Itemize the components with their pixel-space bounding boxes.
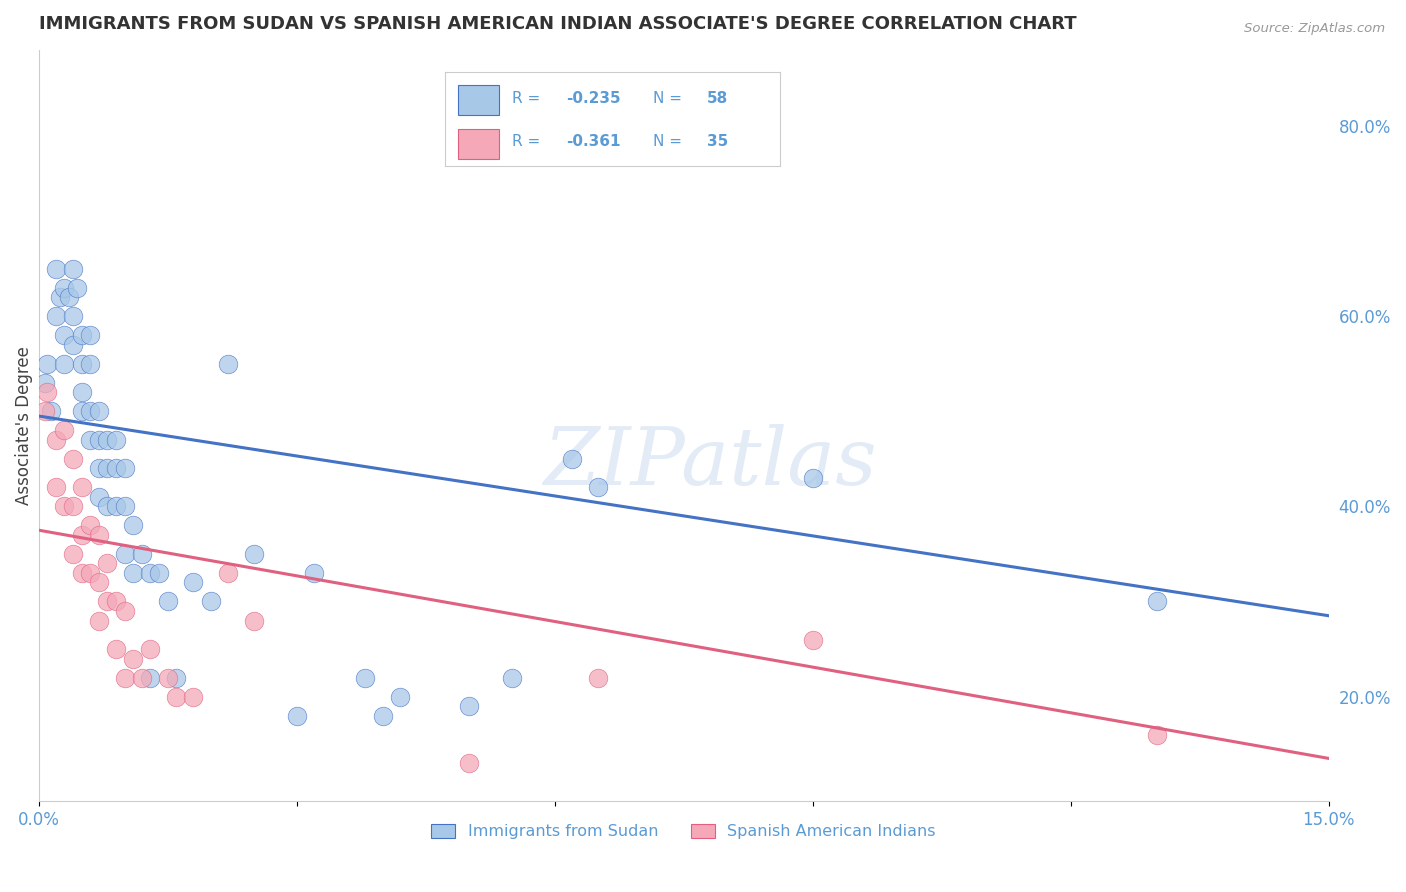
Point [70,480,93,494]
Point [96,557,118,571]
Point [41,404,63,418]
Point [37,357,59,371]
Point [87,575,110,590]
Point [114,461,136,475]
Point [79,404,101,418]
Text: IMMIGRANTS FROM SUDAN VS SPANISH AMERICAN INDIAN ASSOCIATE'S DEGREE CORRELATION : IMMIGRANTS FROM SUDAN VS SPANISH AMERICA… [38,15,1076,33]
Point [37,385,59,400]
Point [62,500,84,514]
Point [139,671,162,685]
Point [104,461,127,475]
Point [79,357,101,371]
Point [79,433,101,447]
Point [183,575,205,590]
Point [45,261,67,276]
Point [79,518,101,533]
Point [87,433,110,447]
Point [53,357,76,371]
Point [1146,728,1168,742]
Point [131,671,153,685]
Point [87,461,110,475]
Point [354,671,377,685]
Point [45,480,67,494]
Point [58,290,80,304]
Point [96,433,118,447]
Point [70,404,93,418]
Point [70,357,93,371]
Point [87,490,110,504]
Point [801,632,824,647]
Point [457,756,479,771]
Point [561,451,583,466]
Text: ZIPatlas: ZIPatlas [543,425,876,502]
Point [62,261,84,276]
Point [156,594,179,608]
Point [70,566,93,580]
Point [49,290,72,304]
Point [87,528,110,542]
Point [34,404,56,418]
Point [114,604,136,618]
Point [501,671,523,685]
Point [79,566,101,580]
Point [114,500,136,514]
Point [457,699,479,714]
Point [122,651,145,665]
Point [96,594,118,608]
Point [165,671,187,685]
Point [104,500,127,514]
Point [53,280,76,294]
Point [70,385,93,400]
Point [96,500,118,514]
Point [586,480,609,494]
Point [122,566,145,580]
Point [148,566,170,580]
Point [104,594,127,608]
Point [242,614,264,628]
Point [53,423,76,437]
Point [104,642,127,657]
Point [62,309,84,323]
Point [34,376,56,390]
Point [242,547,264,561]
Point [62,337,84,351]
Point [70,328,93,343]
Point [104,433,127,447]
Point [183,690,205,704]
Point [114,671,136,685]
Point [62,451,84,466]
Text: Source: ZipAtlas.com: Source: ZipAtlas.com [1244,22,1385,36]
Point [66,280,89,294]
Y-axis label: Associate's Degree: Associate's Degree [15,346,32,505]
Point [388,690,411,704]
Point [53,328,76,343]
Point [156,671,179,685]
Point [122,518,145,533]
Point [96,461,118,475]
Point [45,433,67,447]
Point [79,328,101,343]
Point [53,500,76,514]
Point [70,528,93,542]
Point [200,594,222,608]
Point [114,547,136,561]
Point [302,566,325,580]
Point [285,708,308,723]
Point [217,357,239,371]
Point [139,566,162,580]
Legend: Immigrants from Sudan, Spanish American Indians: Immigrants from Sudan, Spanish American … [425,817,942,846]
Point [139,642,162,657]
Point [131,547,153,561]
Point [45,309,67,323]
Point [1146,594,1168,608]
Point [586,671,609,685]
Point [87,404,110,418]
Point [62,547,84,561]
Point [801,471,824,485]
Point [87,614,110,628]
Point [165,690,187,704]
Point [371,708,394,723]
Point [217,566,239,580]
